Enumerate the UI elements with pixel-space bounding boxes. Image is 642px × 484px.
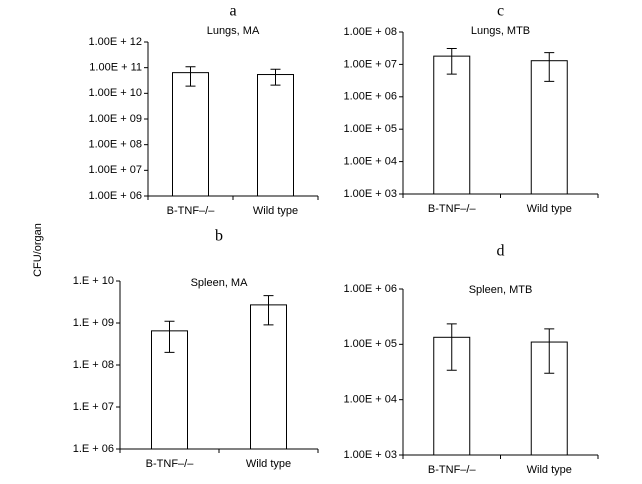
error-bar — [446, 323, 457, 371]
error-bar — [270, 68, 281, 86]
panel-letter: c — [497, 3, 504, 20]
y-tick-label: 1.E + 10 — [73, 275, 114, 287]
y-tick-label: 1.E + 08 — [73, 359, 114, 371]
y-tick-label: 1.00E + 09 — [88, 113, 142, 125]
y-tick-label: 1.E + 09 — [73, 317, 114, 329]
x-tick-label: B-TNF–/– — [167, 205, 216, 217]
bar — [172, 72, 209, 197]
x-tick-label: Wild type — [527, 203, 572, 215]
y-tick-label: 1.E + 07 — [73, 401, 114, 413]
y-tick-label: 1.00E + 06 — [343, 91, 397, 103]
x-tick-label: Wild type — [527, 464, 572, 476]
panel-subtitle: Lungs, MA — [207, 25, 260, 37]
y-tick-label: 1.00E + 03 — [343, 449, 397, 461]
x-tick-label: B-TNF–/– — [146, 458, 195, 470]
panel-letter: d — [497, 243, 505, 260]
y-tick-label: 1.00E + 04 — [343, 394, 397, 406]
error-bar — [164, 320, 175, 353]
y-axis-label: CFU/organ — [32, 223, 44, 277]
y-tick-label: 1.00E + 10 — [88, 87, 142, 99]
bar — [257, 74, 294, 197]
panel-subtitle: Spleen, MTB — [469, 284, 533, 296]
panel-letter: a — [229, 3, 236, 20]
x-tick-label: B-TNF–/– — [428, 203, 477, 215]
panel-letter: b — [215, 228, 223, 245]
bar — [250, 304, 287, 450]
y-tick-label: 1.00E + 07 — [88, 164, 142, 176]
bar — [433, 55, 471, 195]
y-tick-label: 1.00E + 04 — [343, 156, 397, 168]
y-tick-label: 1.00E + 08 — [343, 26, 397, 38]
x-tick-label: Wild type — [253, 205, 298, 217]
error-bar — [544, 52, 555, 82]
x-tick-label: Wild type — [246, 458, 291, 470]
panel-subtitle: Lungs, MTB — [471, 25, 530, 37]
y-tick-label: 1.00E + 05 — [343, 123, 397, 135]
y-tick-label: 1.E + 06 — [73, 443, 114, 455]
y-tick-label: 1.00E + 07 — [343, 58, 397, 70]
error-bar — [185, 66, 196, 87]
y-tick-label: 1.00E + 11 — [89, 62, 142, 74]
error-bar — [263, 295, 274, 326]
y-tick-label: 1.00E + 06 — [88, 190, 142, 202]
error-bar — [446, 47, 457, 75]
panel-subtitle: Spleen, MA — [191, 277, 249, 289]
y-tick-label: 1.00E + 08 — [88, 139, 142, 151]
y-tick-label: 1.00E + 12 — [88, 36, 142, 48]
error-bar — [544, 328, 555, 374]
x-tick-label: B-TNF–/– — [428, 464, 477, 476]
y-tick-label: 1.00E + 06 — [343, 283, 397, 295]
y-tick-label: 1.00E + 03 — [343, 188, 397, 200]
y-tick-label: 1.00E + 05 — [343, 338, 397, 350]
